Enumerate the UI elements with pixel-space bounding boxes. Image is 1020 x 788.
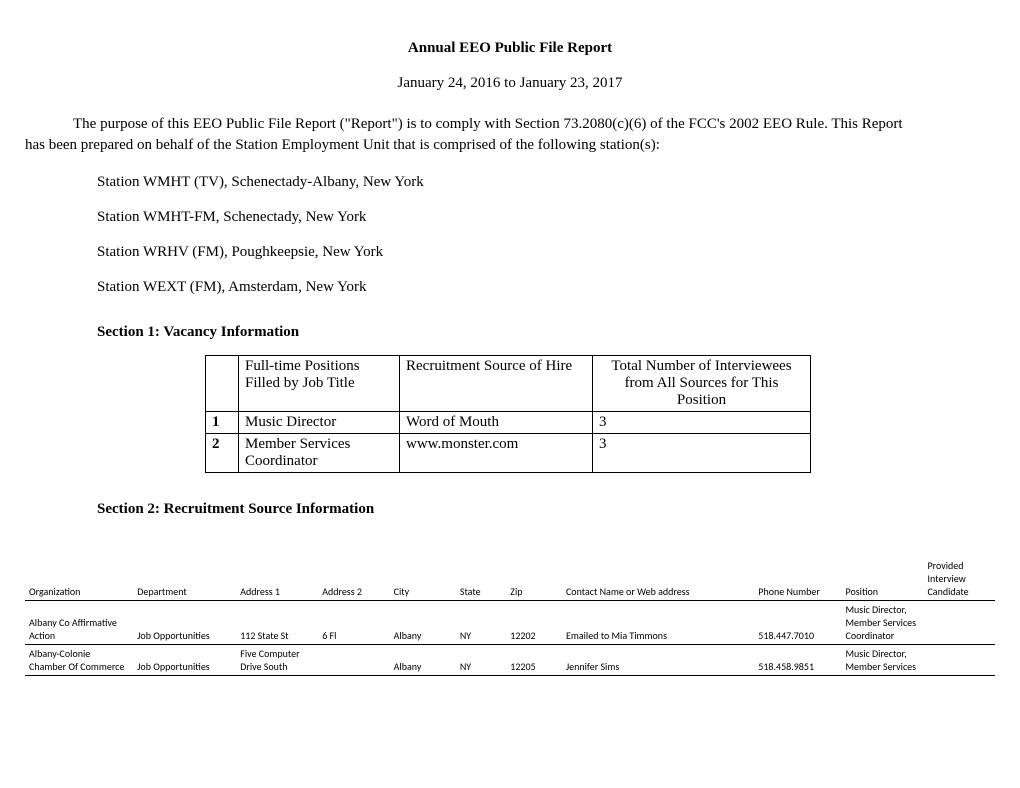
cell-state: NY [456,601,506,645]
table-row: Albany-Colonie Chamber Of Commerce Job O… [25,645,995,676]
document-title: Annual EEO Public File Report [25,40,995,57]
col-total: Total Number of Interviewees from All So… [593,356,811,412]
station-item: Station WRHV (FM), Poughkeepsie, New Yor… [97,244,995,261]
table-row: Albany Co Affirmative Action Job Opportu… [25,601,995,645]
cell-phone: 518.447.7010 [754,601,841,645]
col-phone: Phone Number [754,536,841,601]
date-range: January 24, 2016 to January 23, 2017 [25,75,995,92]
cell-zip: 12205 [506,645,562,676]
cell-dept: Job Opportunities [133,601,236,645]
section1-header: Section 1: Vacancy Information [97,324,995,341]
cell-tot: 3 [593,434,811,473]
cell-org: Albany Co Affirmative Action [25,601,133,645]
cell-city: Albany [390,601,456,645]
intro-part2: has been prepared on behalf of the Stati… [25,137,660,153]
recruitment-table: Organization Department Address 1 Addres… [25,536,995,676]
col-state: State [456,536,506,601]
cell-dept: Job Opportunities [133,645,236,676]
cell-cand [923,645,995,676]
cell-pos: Music Director, Member Services Coordina… [842,601,924,645]
col-number [206,356,239,412]
cell-pos: Music Director [239,412,400,434]
col-organization: Organization [25,536,133,601]
cell-state: NY [456,645,506,676]
cell-city: Albany [390,645,456,676]
table-header-row: Organization Department Address 1 Addres… [25,536,995,601]
table-row: 2 Member Services Coordinator www.monste… [206,434,811,473]
station-item: Station WMHT (TV), Schenectady-Albany, N… [97,174,995,191]
station-item: Station WMHT-FM, Schenectady, New York [97,209,995,226]
col-address2: Address 2 [318,536,389,601]
station-item: Station WEXT (FM), Amsterdam, New York [97,279,995,296]
table-header-row: Full-time Positions Filled by Job Title … [206,356,811,412]
cell-pos: Music Director, Member Services [842,645,924,676]
cell-a2: 6 Fl [318,601,389,645]
cell-contact: Emailed to Mia Timmons [562,601,754,645]
cell-a1: 112 State St [236,601,318,645]
section2-header: Section 2: Recruitment Source Informatio… [97,501,995,518]
intro-part1: The purpose of this EEO Public File Repo… [73,116,903,132]
cell-num: 2 [206,434,239,473]
cell-org: Albany-Colonie Chamber Of Commerce [25,645,133,676]
col-contact: Contact Name or Web address [562,536,754,601]
vacancy-table: Full-time Positions Filled by Job Title … [205,355,811,473]
col-position: Position [842,536,924,601]
cell-src: Word of Mouth [400,412,593,434]
cell-pos: Member Services Coordinator [239,434,400,473]
col-city: City [390,536,456,601]
col-source: Recruitment Source of Hire [400,356,593,412]
intro-paragraph: The purpose of this EEO Public File Repo… [25,114,995,156]
cell-tot: 3 [593,412,811,434]
cell-src: www.monster.com [400,434,593,473]
cell-phone: 518.458.9851 [754,645,841,676]
cell-zip: 12202 [506,601,562,645]
col-zip: Zip [506,536,562,601]
col-address1: Address 1 [236,536,318,601]
cell-contact: Jennifer Sims [562,645,754,676]
cell-num: 1 [206,412,239,434]
table-row: 1 Music Director Word of Mouth 3 [206,412,811,434]
cell-a2 [318,645,389,676]
col-candidate: Provided Interview Candidate [923,536,995,601]
cell-cand [923,601,995,645]
col-department: Department [133,536,236,601]
cell-a1: Five Computer Drive South [236,645,318,676]
col-position: Full-time Positions Filled by Job Title [239,356,400,412]
